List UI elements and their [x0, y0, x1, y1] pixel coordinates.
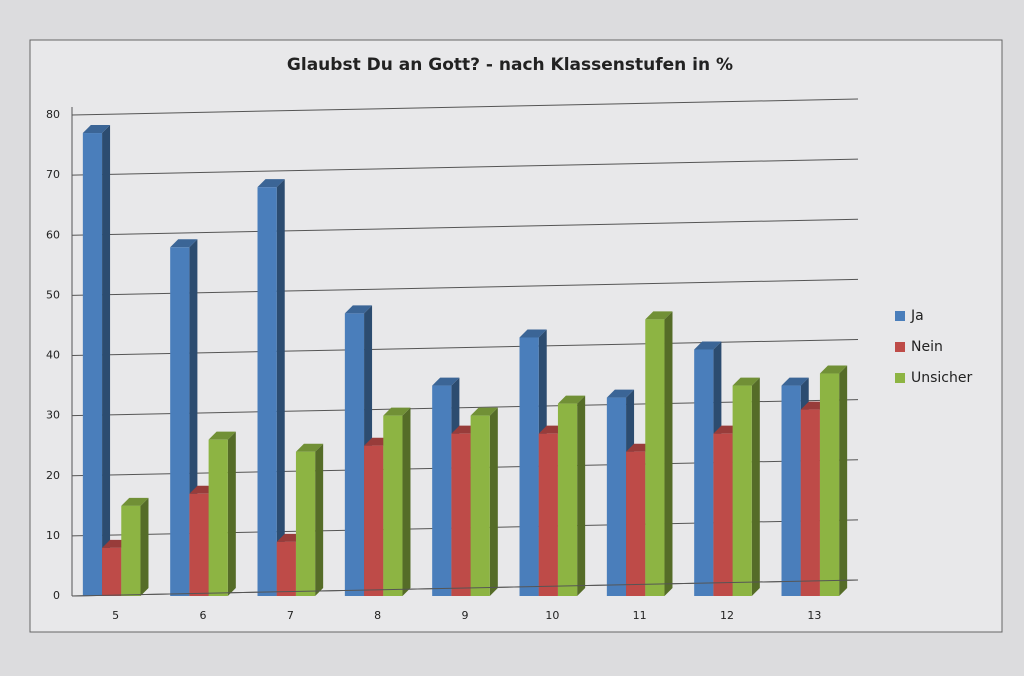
- legend-swatch: [895, 373, 905, 383]
- bar: [451, 433, 471, 596]
- bar-depth: [276, 179, 285, 596]
- bar: [102, 547, 122, 596]
- legend-label: Unsicher: [911, 370, 972, 386]
- y-tick-label: 80: [46, 108, 60, 121]
- bar-top: [781, 377, 809, 386]
- y-tick-label: 70: [46, 168, 60, 181]
- bar: [257, 187, 277, 596]
- bar: [781, 385, 801, 596]
- bar-depth: [315, 443, 324, 596]
- bar: [82, 133, 103, 596]
- bar: [295, 451, 316, 596]
- bar-top: [432, 377, 460, 386]
- bar-depth: [489, 407, 498, 596]
- bar: [189, 493, 209, 596]
- bar: [470, 415, 490, 596]
- bar: [732, 385, 752, 596]
- grid-line: [71, 399, 859, 417]
- bar-top: [606, 389, 635, 398]
- bar-top: [208, 431, 236, 440]
- bar: [121, 505, 141, 596]
- x-tick-label: 9: [462, 609, 469, 622]
- bar-top: [82, 125, 111, 134]
- bar-top: [257, 179, 285, 188]
- x-axis: [71, 579, 859, 597]
- bar: [208, 439, 228, 596]
- bar-top: [383, 407, 411, 416]
- y-tick-label: 20: [46, 469, 60, 482]
- bar-top: [519, 329, 547, 338]
- x-tick-label: 13: [807, 609, 821, 622]
- bar-top: [694, 341, 722, 350]
- bar-top: [557, 395, 586, 404]
- bar: [276, 541, 296, 596]
- grid-line: [71, 158, 859, 176]
- bar-depth: [664, 311, 673, 596]
- bar-depth: [227, 431, 236, 596]
- bar-top: [470, 407, 498, 416]
- bar-depth: [102, 125, 111, 596]
- legend-swatch: [895, 311, 905, 321]
- bar: [432, 385, 452, 596]
- bar-top: [645, 311, 673, 320]
- bar: [819, 373, 840, 596]
- bar-depth: [140, 497, 149, 596]
- bar-top: [121, 497, 149, 506]
- y-tick-label: 30: [46, 409, 60, 422]
- grid-line: [71, 98, 859, 116]
- bar-top: [819, 365, 848, 374]
- x-tick-label: 7: [287, 609, 294, 622]
- bar-depth: [402, 407, 411, 596]
- bar: [557, 403, 578, 596]
- bar-depth: [577, 395, 586, 596]
- bar: [626, 451, 646, 596]
- grid-line: [71, 278, 859, 296]
- x-tick-label: 8: [374, 609, 381, 622]
- x-tick-label: 6: [200, 609, 207, 622]
- bar-top: [295, 443, 324, 452]
- y-tick-label: 10: [46, 529, 60, 542]
- legend-label: Ja: [910, 308, 924, 324]
- bar: [694, 349, 714, 596]
- bar: [538, 433, 558, 596]
- x-tick-label: 5: [112, 609, 119, 622]
- chart-title: Glaubst Du an Gott? - nach Klassenstufen…: [287, 55, 733, 75]
- bar-top: [732, 377, 760, 386]
- bar-top: [344, 305, 373, 314]
- bar: [606, 397, 627, 596]
- bar-depth: [751, 377, 760, 596]
- y-tick-label: 40: [46, 349, 60, 362]
- legend-label: Nein: [911, 339, 943, 355]
- bar: [645, 319, 665, 596]
- x-tick-label: 11: [633, 609, 647, 622]
- grid-line: [71, 218, 859, 236]
- bar: [713, 433, 733, 596]
- bar-top: [170, 239, 198, 248]
- bar: [383, 415, 403, 596]
- y-tick-label: 60: [46, 228, 60, 241]
- bar: [364, 445, 384, 596]
- y-tick-label: 0: [53, 589, 60, 602]
- bar-depth: [839, 365, 848, 596]
- bar: [519, 337, 539, 596]
- bar: [344, 313, 365, 596]
- y-tick-label: 50: [46, 288, 60, 301]
- legend-swatch: [895, 342, 905, 352]
- bar: [800, 409, 820, 596]
- x-tick-label: 12: [720, 609, 734, 622]
- grid-line: [71, 339, 859, 356]
- x-tick-label: 10: [545, 609, 559, 622]
- bar: [170, 247, 190, 596]
